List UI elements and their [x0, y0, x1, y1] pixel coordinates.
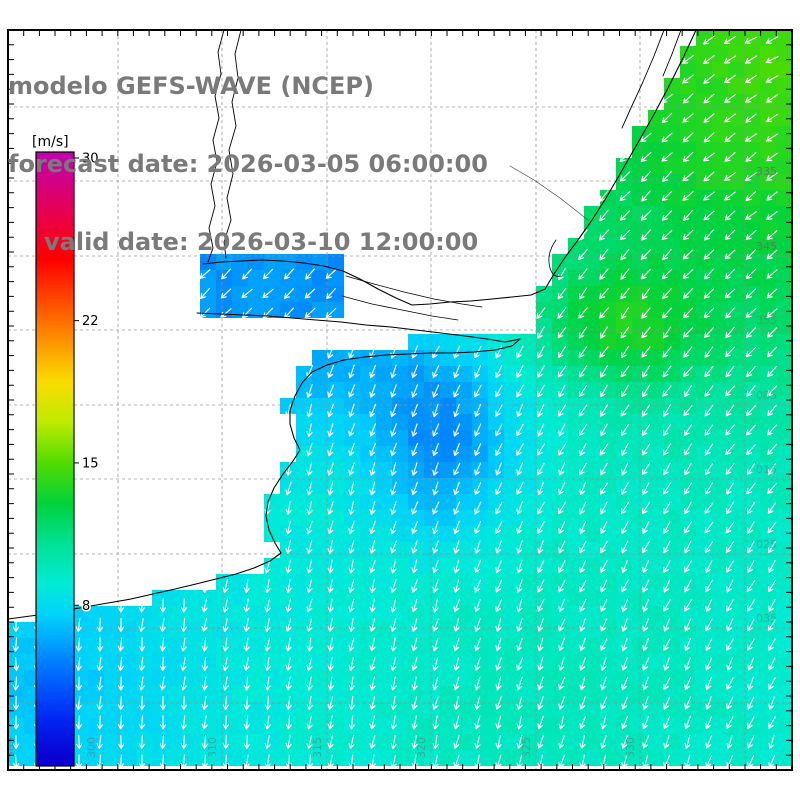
- wind-direction-arrows: [12, 35, 779, 769]
- border-line: [509, 165, 589, 221]
- valid-date: valid date: 2026-03-10 12:00:00: [44, 228, 479, 256]
- colorbar-ticks: 30 22 15 8: [74, 150, 100, 615]
- contour-label-bottom: 315: [311, 737, 324, 758]
- contour-label-right: 025: [756, 538, 777, 551]
- map-frame: [7, 29, 793, 771]
- colorbar-tick-label: 22: [82, 314, 99, 329]
- river-parana: [223, 30, 242, 259]
- contour-label-right: 005: [756, 389, 777, 402]
- estuary-channel-south: [341, 295, 459, 321]
- graticule-gridlines: [8, 30, 792, 770]
- lagoon-mirim: [662, 30, 682, 77]
- colorbar-border: [35, 151, 75, 767]
- colorbar-units-label: [m/s]: [32, 134, 69, 150]
- contour-label-right: 035: [756, 612, 777, 625]
- contour-label-right: 335: [756, 165, 777, 178]
- model-title: modelo GEFS-WAVE (NCEP): [8, 72, 374, 100]
- contour-label-bottom: 330: [624, 737, 637, 758]
- contour-label-right: 355: [756, 314, 777, 327]
- estuary-channel-north: [345, 275, 483, 308]
- gridline-path: [8, 30, 792, 770]
- coastline-atlantic-south: [8, 312, 521, 620]
- lagoon-merin: [548, 239, 562, 277]
- contour-label-right: 015: [756, 463, 777, 476]
- title-block: modelo GEFS-WAVE (NCEP) forecast date: 2…: [8, 21, 488, 307]
- forecast-date: forecast date: 2026-03-05 06:00:00: [8, 150, 488, 178]
- colorbar-tick-label: 15: [82, 456, 99, 471]
- lagoon-patos: [621, 30, 665, 129]
- wave-speed-field: [8, 30, 792, 766]
- coastline-atlantic-north: [202, 30, 697, 306]
- contour-labels: 335 345 355 005 015 025 035 305 300 310 315 320 325 3…: [4, 165, 777, 758]
- coastline: [8, 30, 697, 620]
- contour-label-bottom: 300: [85, 737, 98, 758]
- contour-label-right: 345: [756, 240, 777, 253]
- colorbar-gradient: [36, 152, 74, 766]
- contour-label-bottom: 310: [206, 737, 219, 758]
- river-uruguay: [207, 30, 225, 263]
- contour-label-bottom: 320: [415, 737, 428, 758]
- colorbar-tick-label: 8: [82, 599, 90, 614]
- contour-label-bottom: 325: [520, 737, 533, 758]
- colorbar: [m/s] 30 22 15 8: [31, 133, 100, 767]
- wind-arrows-path: [12, 35, 779, 769]
- colorbar-tick-label: 30: [82, 152, 99, 167]
- contour-label-bottom: 305: [4, 737, 17, 758]
